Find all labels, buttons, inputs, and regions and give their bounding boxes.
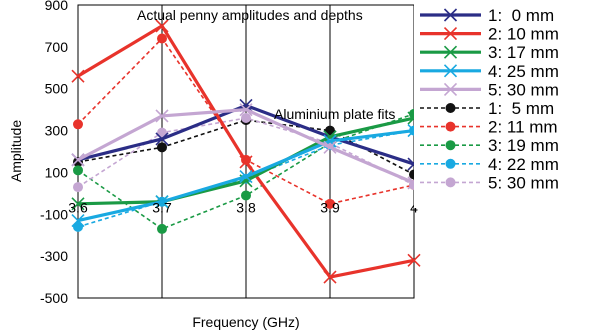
y-tick-label-0: -500 <box>40 290 68 306</box>
legend-item-5: 1: 5 mm <box>420 99 554 118</box>
data-point-6-0 <box>73 119 83 130</box>
legend-marker-9 <box>445 177 456 188</box>
legend-marker-1 <box>443 27 458 41</box>
legend-item-2: 3: 17 mm <box>420 43 559 62</box>
data-point-1-2 <box>239 155 253 169</box>
legend-label-0: 1: 0 mm <box>488 6 554 25</box>
data-point-6-1 <box>157 33 167 44</box>
data-point-3-0 <box>71 213 85 228</box>
legend: 1: 0 mm2: 10 mm3: 17 mm4: 25 mm5: 30 mm1… <box>414 0 605 208</box>
data-point-5-1 <box>157 142 167 153</box>
legend-label-4: 5: 30 mm <box>488 80 559 99</box>
series-1 <box>71 19 421 284</box>
series-layer <box>71 19 421 284</box>
data-point-4-2 <box>239 103 253 117</box>
data-point-7-0 <box>73 165 83 176</box>
annotation-aluminium-fits: Aluminium plate fits <box>274 106 395 122</box>
legend-marker-4 <box>443 82 458 96</box>
x-tick-labels: 3.63.73.83.94 <box>68 199 418 215</box>
data-point-1-4 <box>407 253 421 267</box>
legend-item-1: 2: 10 mm <box>420 25 559 44</box>
x-tick-label-3: 3.9 <box>320 199 340 215</box>
legend-marker-0 <box>443 8 458 22</box>
data-point-4-3 <box>323 140 337 154</box>
legend-label-7: 3: 19 mm <box>488 136 559 155</box>
legend-label-2: 3: 17 mm <box>488 43 559 62</box>
legend-marker-7 <box>445 140 456 151</box>
legend-label-1: 2: 10 mm <box>488 25 559 44</box>
data-point-4-1 <box>155 109 169 123</box>
legend-item-4: 5: 30 mm <box>420 80 559 99</box>
series-4 <box>71 103 421 190</box>
y-tick-label-6: 700 <box>45 39 69 55</box>
y-tick-label-2: -100 <box>40 206 68 222</box>
data-point-9-0 <box>73 182 83 193</box>
data-point-3-1 <box>155 195 169 209</box>
x-tick-label-2: 3.8 <box>236 199 256 215</box>
data-point-8-0 <box>73 221 83 232</box>
data-point-9-1 <box>157 127 167 138</box>
data-point-7-2 <box>241 190 251 201</box>
y-axis-label: Amplitude <box>8 120 24 182</box>
data-point-0-1 <box>155 132 169 146</box>
y-tick-labels: -500 -300 -100 100 300 500 700 900 <box>40 0 68 306</box>
legend-item-3: 4: 25 mm <box>420 62 559 81</box>
y-tick-label-1: -300 <box>40 248 68 264</box>
data-point-3-2 <box>239 170 253 184</box>
x-tick-label-1: 3.7 <box>152 199 172 215</box>
legend-label-5: 1: 5 mm <box>488 99 554 118</box>
data-point-4-0 <box>71 153 85 167</box>
legend-marker-6 <box>445 121 456 132</box>
series-line-8 <box>77 129 415 228</box>
data-point-5-3 <box>325 125 335 136</box>
y-tick-label-7: 900 <box>45 0 69 13</box>
legend-item-7: 3: 19 mm <box>420 136 559 155</box>
legend-item-9: 5: 30 mm <box>420 173 559 192</box>
data-point-1-3 <box>323 270 337 284</box>
legend-marker-8 <box>445 158 456 169</box>
legend-label-3: 4: 25 mm <box>488 62 559 81</box>
y-tick-label-5: 500 <box>45 81 69 97</box>
legend-marker-2 <box>443 45 458 59</box>
data-point-6-3 <box>325 198 335 209</box>
data-point-9-2 <box>241 113 251 124</box>
legend-item-6: 2: 11 mm <box>420 118 558 137</box>
legend-marker-3 <box>443 64 458 78</box>
legend-marker-5 <box>445 103 456 113</box>
legend-label-6: 2: 11 mm <box>488 118 558 137</box>
data-point-7-1 <box>157 223 167 234</box>
annotation-actual-penny: Actual penny amplitudes and depths <box>137 7 363 23</box>
y-tick-label-4: 300 <box>45 123 69 139</box>
data-point-1-1 <box>155 19 169 33</box>
data-point-1-0 <box>71 69 85 83</box>
legend-item-8: 4: 22 mm <box>420 155 559 174</box>
x-tick-label-0: 3.6 <box>68 199 88 215</box>
x-axis-label: Frequency (GHz) <box>192 314 299 330</box>
legend-item-0: 1: 0 mm <box>420 6 554 25</box>
y-tick-label-3: 100 <box>45 164 69 180</box>
data-point-2-0 <box>71 197 85 211</box>
legend-label-8: 4: 22 mm <box>488 155 559 174</box>
legend-label-9: 5: 30 mm <box>488 173 559 192</box>
